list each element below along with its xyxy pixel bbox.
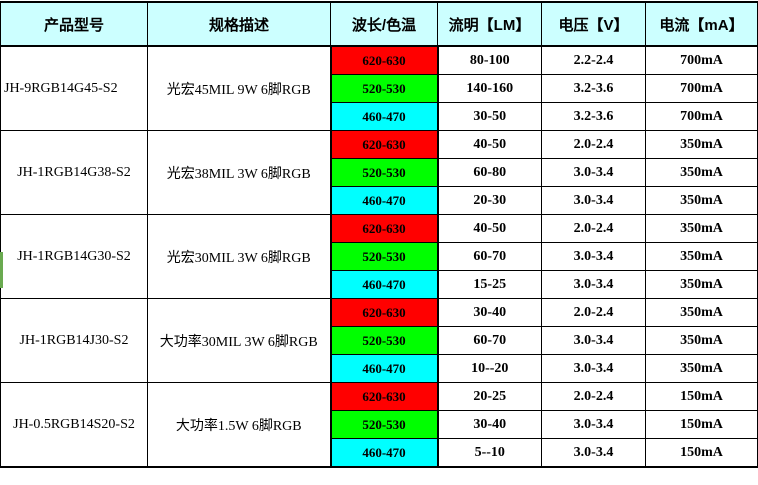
voltage-cell: 2.0-2.4 xyxy=(541,214,646,243)
wavelength-cell: 520-530 xyxy=(329,158,439,187)
current-cell: 150mA xyxy=(645,382,758,411)
header-current: 电流【mA】 xyxy=(645,1,758,47)
voltage-cell: 2.0-2.4 xyxy=(541,298,646,327)
wavelength-cell: 460-470 xyxy=(329,438,439,468)
lumen-cell: 10--20 xyxy=(437,354,542,383)
table-row: 520-530 60-80 3.0-3.4 350mA xyxy=(1,158,758,187)
voltage-cell: 2.0-2.4 xyxy=(541,382,646,411)
voltage-cell: 3.0-3.4 xyxy=(541,438,646,468)
table-body: JH-9RGB14G45-S2 光宏45MIL 9W 6脚RGB 620-630 80… xyxy=(0,45,758,468)
lumen-cell: 140-160 xyxy=(437,74,542,103)
voltage-cell: 3.2-3.6 xyxy=(541,74,646,103)
voltage-cell: 2.2-2.4 xyxy=(541,45,646,75)
model-cell: JH-1RGB14G38-S2 xyxy=(0,130,148,215)
wavelength-cell: 460-470 xyxy=(329,102,439,131)
table-row: 460-470 30-50 3.2-3.6 700mA xyxy=(1,102,758,131)
lumen-cell: 20-30 xyxy=(437,186,542,215)
led-spec-table: 产品型号 规格描述 波长/色温 流明【LM】 电压【V】 电流【mA】 JH-9… xyxy=(0,1,758,468)
voltage-cell: 3.0-3.4 xyxy=(541,242,646,271)
table-row: 460-470 15-25 3.0-3.4 350mA xyxy=(1,270,758,299)
current-cell: 150mA xyxy=(645,410,758,439)
wavelength-cell: 520-530 xyxy=(329,326,439,355)
spec-cell: 光宏45MIL 9W 6脚RGB xyxy=(147,45,331,131)
table-row: JH-0.5RGB14S20-S2 大功率1.5W 6脚RGB 620-630 20-… xyxy=(0,382,758,468)
wavelength-cell: 620-630 xyxy=(329,382,439,411)
lumen-cell: 60-70 xyxy=(437,326,542,355)
wavelength-cell: 520-530 xyxy=(329,74,439,103)
current-cell: 350mA xyxy=(645,270,758,299)
table-header-row: 产品型号 规格描述 波长/色温 流明【LM】 电压【V】 电流【mA】 xyxy=(0,1,758,47)
voltage-cell: 3.2-3.6 xyxy=(541,102,646,131)
lumen-cell: 30-40 xyxy=(437,298,542,327)
lumen-cell: 30-40 xyxy=(437,410,542,439)
spec-cell: 光宏30MIL 3W 6脚RGB xyxy=(147,214,331,299)
header-spec-desc: 规格描述 xyxy=(147,1,331,47)
current-cell: 350mA xyxy=(645,298,758,327)
current-cell: 350mA xyxy=(645,242,758,271)
header-product-model: 产品型号 xyxy=(0,1,148,47)
table-row: JH-1RGB14J30-S2 大功率30MIL 3W 6脚RGB 620-630 3… xyxy=(0,298,758,383)
lumen-cell: 5--10 xyxy=(437,438,542,468)
voltage-cell: 3.0-3.4 xyxy=(541,354,646,383)
table-row: 520-530 30-40 3.0-3.4 150mA xyxy=(1,410,758,439)
table-row: 460-470 20-30 3.0-3.4 350mA xyxy=(1,186,758,215)
wavelength-cell: 520-530 xyxy=(329,242,439,271)
table-row: 520-530 60-70 3.0-3.4 350mA xyxy=(1,242,758,271)
spec-cell: 大功率1.5W 6脚RGB xyxy=(147,382,331,468)
lumen-cell: 40-50 xyxy=(437,130,542,159)
wavelength-cell: 460-470 xyxy=(329,270,439,299)
model-cell: JH-1RGB14J30-S2 xyxy=(0,298,148,383)
current-cell: 350mA xyxy=(645,214,758,243)
voltage-cell: 3.0-3.4 xyxy=(541,186,646,215)
voltage-cell: 3.0-3.4 xyxy=(541,270,646,299)
wavelength-cell: 460-470 xyxy=(329,186,439,215)
lumen-cell: 15-25 xyxy=(437,270,542,299)
wavelength-cell: 520-530 xyxy=(329,410,439,439)
lumen-cell: 80-100 xyxy=(437,45,542,75)
voltage-cell: 3.0-3.4 xyxy=(541,326,646,355)
model-cell: JH-1RGB14G30-S2 xyxy=(0,214,148,299)
wavelength-cell: 620-630 xyxy=(329,298,439,327)
voltage-cell: 3.0-3.4 xyxy=(541,410,646,439)
header-voltage: 电压【V】 xyxy=(541,1,646,47)
lumen-cell: 60-70 xyxy=(437,242,542,271)
voltage-cell: 3.0-3.4 xyxy=(541,158,646,187)
lumen-cell: 30-50 xyxy=(437,102,542,131)
current-cell: 350mA xyxy=(645,354,758,383)
wavelength-cell: 460-470 xyxy=(329,354,439,383)
table-row: JH-1RGB14G38-S2 光宏38MIL 3W 6脚RGB 620-630 40… xyxy=(0,130,758,215)
current-cell: 350mA xyxy=(645,158,758,187)
lumen-cell: 60-80 xyxy=(437,158,542,187)
header-lumen: 流明【LM】 xyxy=(437,1,542,47)
current-cell: 350mA xyxy=(645,186,758,215)
voltage-cell: 2.0-2.4 xyxy=(541,130,646,159)
table-row: JH-1RGB14G30-S2 光宏30MIL 3W 6脚RGB 620-630 40… xyxy=(0,214,758,299)
spec-cell: 光宏38MIL 3W 6脚RGB xyxy=(147,130,331,215)
header-wavelength: 波长/色温 xyxy=(330,1,438,47)
table-row: 460-470 5--10 3.0-3.4 150mA xyxy=(1,438,758,468)
current-cell: 350mA xyxy=(645,130,758,159)
current-cell: 700mA xyxy=(645,45,758,75)
wavelength-cell: 620-630 xyxy=(329,214,439,243)
lumen-cell: 20-25 xyxy=(437,382,542,411)
current-cell: 350mA xyxy=(645,326,758,355)
current-cell: 150mA xyxy=(645,438,758,468)
wavelength-cell: 620-630 xyxy=(329,45,439,75)
table-row: JH-9RGB14G45-S2 光宏45MIL 9W 6脚RGB 620-630 80… xyxy=(0,45,758,131)
model-cell: JH-9RGB14G45-S2 xyxy=(0,45,148,131)
spec-cell: 大功率30MIL 3W 6脚RGB xyxy=(147,298,331,383)
left-edge-green-marker xyxy=(0,252,3,288)
lumen-cell: 40-50 xyxy=(437,214,542,243)
current-cell: 700mA xyxy=(645,102,758,131)
table-row: 520-530 140-160 3.2-3.6 700mA xyxy=(1,74,758,103)
wavelength-cell: 620-630 xyxy=(329,130,439,159)
current-cell: 700mA xyxy=(645,74,758,103)
model-cell: JH-0.5RGB14S20-S2 xyxy=(0,382,148,468)
